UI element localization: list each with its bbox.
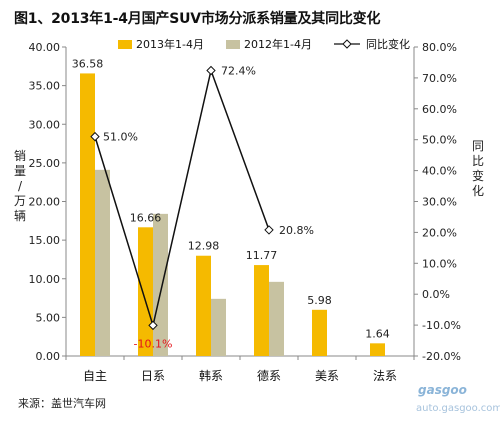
bar-value-label: 11.77 <box>246 249 278 262</box>
bar-2013 <box>80 73 95 357</box>
legend-swatch <box>118 40 132 49</box>
chart-svg: 0.00 5.00 10.00 15.00 20.00 25.00 30.00 35.00 40… <box>14 37 484 383</box>
x-tick-label: 自主 <box>83 369 107 383</box>
bar-value-label: 36.58 <box>72 57 104 70</box>
bar-2013 <box>254 265 269 356</box>
x-tick-label: 德系 <box>257 368 281 383</box>
yoy-value-label: 20.8% <box>279 224 314 237</box>
y-tick-label-right: 30.0% <box>422 196 457 209</box>
bar-2013 <box>138 227 153 356</box>
bar-value-label: 12.98 <box>188 240 220 253</box>
bar-value-label: 1.64 <box>365 327 390 340</box>
y-tick-label-left: 30.00 <box>29 118 61 131</box>
yoy-value-label: 72.4% <box>221 64 256 77</box>
y-tick-label-left: 0.00 <box>36 350 61 363</box>
y-tick-label-right: 70.0% <box>422 72 457 85</box>
bar-2012 <box>153 213 168 356</box>
legend-label: 2013年1-4月 <box>136 37 204 51</box>
y-tick-label-left: 35.00 <box>29 80 61 93</box>
bar-2012 <box>211 298 226 356</box>
bar-value-label: 5.98 <box>307 294 332 307</box>
y-tick-label-right: 80.0% <box>422 41 457 54</box>
legend-swatch <box>226 40 240 49</box>
y-tick-label-right: 60.0% <box>422 103 457 116</box>
y-tick-label-right: 40.0% <box>422 165 457 178</box>
y-tick-label-right: 20.0% <box>422 226 457 239</box>
watermark-url: auto.gasgoo.com <box>416 403 500 414</box>
chart-title: 图1、2013年1-4月国产SUV市场分派系销量及其同比变化 <box>14 11 381 27</box>
legend-label: 2012年1-4月 <box>244 37 312 51</box>
source-note: 来源：盖世汽车网 <box>18 397 106 410</box>
y-tick-label-left: 10.00 <box>29 273 61 286</box>
yoy-marker <box>148 320 158 331</box>
watermark-logo: gasgoo <box>418 383 467 397</box>
y-tick-label-right: 0.0% <box>422 288 450 301</box>
yoy-marker <box>206 65 216 76</box>
yoy-value-label: -10.1% <box>134 337 173 350</box>
x-tick-label: 日系 <box>141 369 165 383</box>
y-tick-label-left: 15.00 <box>29 234 61 247</box>
bar-2012 <box>269 281 284 356</box>
bar-2013 <box>370 343 385 356</box>
x-tick-label: 法系 <box>373 369 397 383</box>
bar-2013 <box>312 309 327 356</box>
y-tick-label-right: -20.0% <box>422 350 461 363</box>
y-axis-title-left: 销量/万辆 <box>14 149 26 223</box>
y-tick-label-left: 25.00 <box>29 157 61 170</box>
bar-2012 <box>95 169 110 356</box>
y-tick-label-right: 10.0% <box>422 257 457 270</box>
y-tick-label-left: 20.00 <box>29 196 61 209</box>
yoy-line <box>94 67 270 329</box>
legend-label: 同比变化 <box>366 37 410 51</box>
y-tick-label-right: 50.0% <box>422 134 457 147</box>
yoy-marker <box>264 225 274 235</box>
y-tick-label-left: 40.00 <box>29 41 61 54</box>
x-tick-label: 韩系 <box>199 368 223 383</box>
y-tick-label-right: -10.0% <box>422 319 461 332</box>
legend-marker <box>342 39 352 49</box>
yoy-value-label: 51.0% <box>103 131 138 144</box>
bar-value-label: 16.66 <box>130 211 162 224</box>
bar-2013 <box>196 255 211 356</box>
y-axis-title-right: 同比变化 <box>472 139 484 198</box>
x-tick-label: 美系 <box>315 369 339 383</box>
yoy-marker <box>90 131 100 142</box>
y-tick-label-left: 5.00 <box>36 311 61 324</box>
